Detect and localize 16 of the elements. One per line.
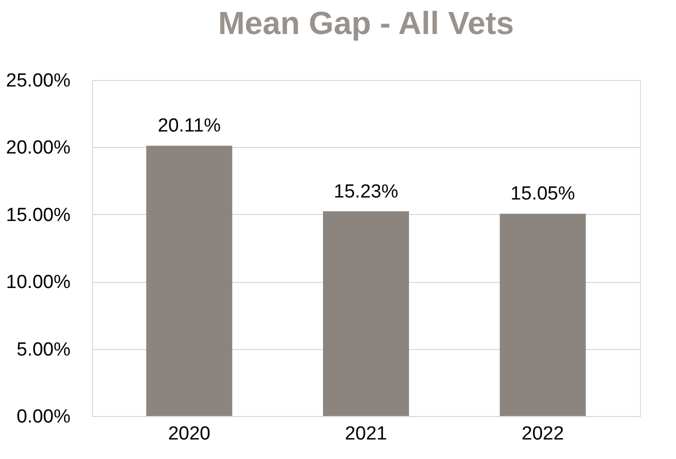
x-tick-label: 2021 [344, 424, 388, 444]
y-tick-label: 5.00% [16, 339, 71, 360]
bar [500, 214, 586, 416]
y-tick-label: 15.00% [6, 204, 71, 226]
data-label: 15.23% [334, 181, 398, 202]
x-tick-label: 2022 [522, 424, 564, 444]
y-tick-label: 0.00% [16, 406, 71, 428]
bar [323, 211, 409, 416]
y-tick-label: 25.00% [6, 70, 71, 92]
bar [146, 146, 232, 416]
chart-title: Mean Gap - All Vets [218, 5, 514, 41]
data-label: 20.11% [158, 116, 221, 137]
x-tick-label: 2020 [168, 424, 210, 444]
y-tick-label: 20.00% [6, 138, 71, 159]
y-tick-label: 10.00% [6, 272, 71, 294]
data-label: 15.05% [510, 184, 576, 205]
